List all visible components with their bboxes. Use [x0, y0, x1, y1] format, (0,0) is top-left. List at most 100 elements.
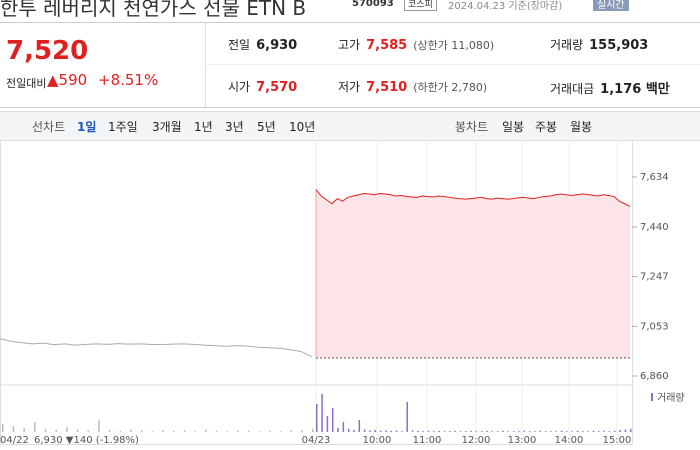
volume-bar — [205, 429, 207, 432]
volume-bar — [337, 428, 339, 432]
volume-bar — [269, 430, 271, 432]
volume-bar — [55, 430, 57, 432]
volume-bar — [119, 430, 122, 432]
candle-tab[interactable]: 월봉 — [570, 120, 593, 134]
tab-bar — [0, 111, 700, 141]
period-tab[interactable]: 3개월 — [152, 120, 182, 134]
change: ▲590 — [47, 71, 88, 89]
volume-bar — [406, 402, 408, 432]
volume-bar — [582, 431, 584, 432]
volume-bar — [301, 430, 303, 432]
volume-bar — [459, 431, 462, 432]
volume-bar — [194, 431, 196, 432]
volume-bar — [454, 430, 456, 432]
chart: 04/22 04/23 10:00 11:00 12:00 13:00 14:00 15:00… — [0, 140, 685, 446]
volume-bar — [87, 430, 90, 432]
info-label: 거래량 — [550, 38, 584, 52]
info-label: 거래대금 — [550, 82, 595, 96]
volume-bar — [502, 430, 504, 432]
period-tab[interactable]: 1년 — [194, 120, 213, 134]
y-tick-label: 7,440 — [640, 222, 669, 233]
period-tab[interactable]: 3년 — [225, 120, 244, 134]
x-label: 11:00 — [413, 435, 442, 446]
period-tab[interactable]: 10년 — [289, 120, 316, 134]
volume-bar — [592, 430, 595, 432]
volume-bar — [539, 430, 542, 432]
volume-bar — [422, 431, 424, 432]
volume-bar — [215, 430, 218, 432]
info-cell: 저가 7,510 (하한가 2,780) — [338, 78, 487, 95]
volume-bar — [66, 427, 68, 432]
volume-bar — [369, 430, 371, 432]
volume-bar — [411, 430, 414, 432]
period-tab[interactable]: 5년 — [257, 120, 276, 134]
tab-label: 봉차트 — [455, 120, 489, 134]
candle-tab[interactable]: 일봉 — [502, 120, 525, 134]
period-tab[interactable]: 1주일 — [108, 120, 138, 134]
info-value: 7,510 — [366, 80, 408, 95]
volume-bar — [598, 431, 600, 432]
volume-bar — [550, 431, 552, 432]
change-pct: +8.51% — [98, 71, 159, 89]
x-label: 12:00 — [462, 435, 491, 446]
volume-bar — [76, 429, 79, 432]
info-label: 전일 — [228, 38, 251, 52]
volume-bar — [401, 431, 403, 432]
volume-bar — [438, 430, 440, 432]
y-tick-label: 7,053 — [640, 321, 669, 332]
volume-bar — [312, 428, 314, 432]
market-badge: 코스피 — [404, 0, 437, 11]
volume-bar — [34, 422, 36, 432]
info-cell: 전일 6,930 — [228, 36, 297, 53]
volume-bar — [326, 416, 329, 432]
volume-bar — [608, 431, 611, 432]
volume-bar — [353, 430, 355, 432]
info-value: 7,570 — [256, 80, 298, 95]
y-tick-label: 6,860 — [640, 371, 669, 382]
info-label: 고가 — [338, 38, 361, 52]
candle-tab[interactable]: 주봉 — [535, 120, 558, 134]
info-label: 시가 — [228, 80, 251, 94]
info-value: 1,176 백만 — [600, 82, 670, 97]
volume-bar — [347, 428, 350, 432]
y-tick-label: 7,247 — [640, 272, 669, 283]
volume-bar — [624, 429, 627, 432]
info-cell: 시가 7,570 — [228, 78, 297, 95]
tab-label: 선차트 — [32, 120, 66, 134]
realtime-badge: 실시간 — [593, 0, 629, 11]
volume-bar — [385, 430, 387, 432]
volume-bar — [555, 431, 557, 432]
prev-day-line — [0, 338, 313, 358]
volume-bar — [544, 431, 547, 432]
volume-bar — [576, 430, 579, 432]
info-cell: 거래량 155,903 — [550, 36, 648, 53]
volume-bar — [566, 431, 568, 432]
volume-bar — [316, 404, 318, 432]
volume-bar — [449, 431, 451, 432]
info-value: 6,930 — [256, 38, 298, 53]
x-label: 15:00 — [603, 435, 632, 446]
volume-bar — [2, 424, 4, 432]
divider — [205, 64, 700, 65]
volume-bar — [528, 431, 531, 432]
volume-bar — [480, 431, 483, 432]
volume-legend-swatch — [651, 393, 653, 401]
volume-bar — [321, 394, 323, 432]
volume-bar — [12, 426, 15, 432]
volume-bar — [237, 430, 239, 432]
volume-bar — [465, 431, 467, 432]
volume-bar — [379, 430, 382, 432]
date: 2024.04.23 기준(장마감) — [448, 1, 563, 12]
x-label: 04/22 — [0, 435, 29, 446]
x-label: 13:00 — [508, 435, 537, 446]
period-tab[interactable]: 1일 — [77, 120, 97, 134]
volume-bar — [523, 430, 526, 432]
volume-bar — [630, 428, 632, 432]
volume-bar — [162, 430, 164, 432]
info-box — [0, 22, 700, 108]
volume-bar — [560, 430, 563, 432]
volume-bar — [390, 430, 393, 432]
volume-bar — [614, 430, 616, 432]
volume-bar — [603, 430, 605, 432]
